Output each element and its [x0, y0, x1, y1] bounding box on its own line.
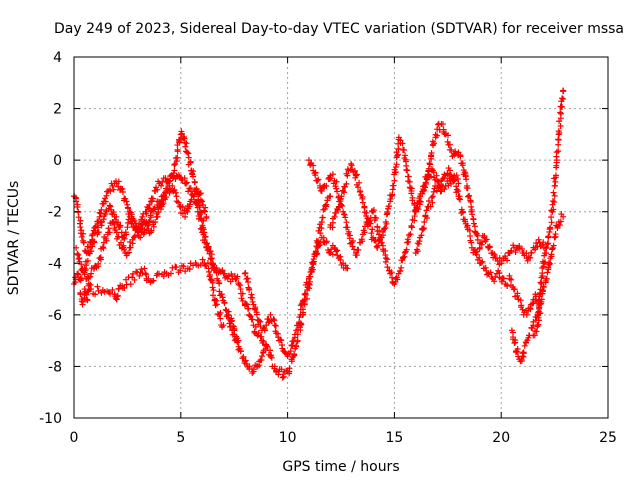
y-tick-label: -10 — [39, 411, 62, 427]
series-track-d — [77, 256, 227, 330]
y-tick-label: -4 — [48, 256, 62, 272]
y-tick-label: 0 — [53, 153, 62, 169]
series-track-c — [73, 182, 210, 282]
series-track-h — [327, 120, 453, 251]
plus-markers — [327, 120, 453, 251]
series-track-l — [530, 211, 567, 339]
plot-frame — [73, 56, 609, 419]
series-track-g — [305, 157, 462, 287]
x-tick-label: 10 — [279, 430, 297, 446]
y-tick-label: -8 — [48, 359, 62, 375]
plus-markers — [241, 234, 351, 360]
x-tick-label: 15 — [385, 430, 403, 446]
plus-markers — [73, 182, 210, 282]
x-tick-label: 20 — [492, 430, 510, 446]
chart-title: Day 249 of 2023, Sidereal Day-to-day VTE… — [54, 21, 624, 37]
series-track-f — [241, 234, 351, 360]
x-tick-label: 5 — [176, 430, 185, 446]
y-axis-label: SDTVAR / TECUs — [6, 181, 22, 296]
y-tick-label: 2 — [53, 102, 62, 118]
x-tick-labels: 0 5 10 15 20 25 — [70, 430, 617, 446]
axis-ticks — [73, 56, 609, 419]
series-track-j — [446, 146, 547, 268]
x-tick-label: 25 — [599, 430, 617, 446]
x-axis-label: GPS time / hours — [282, 459, 399, 475]
series-track-i — [412, 165, 543, 318]
plus-markers — [530, 211, 567, 339]
plus-markers — [305, 157, 462, 287]
plus-markers — [446, 146, 547, 268]
y-tick-label: -2 — [48, 205, 62, 221]
y-tick-label: -6 — [48, 308, 62, 324]
y-tick-labels: -10 -8 -6 -4 -2 0 2 4 — [39, 50, 62, 427]
plus-markers — [412, 165, 543, 318]
plus-markers — [77, 256, 227, 330]
x-tick-label: 0 — [70, 430, 79, 446]
y-tick-label: 4 — [53, 50, 62, 66]
